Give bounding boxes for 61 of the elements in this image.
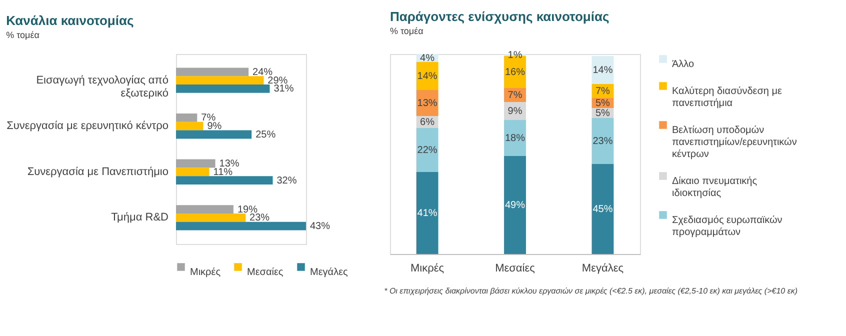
data-label: 4% [420, 53, 435, 64]
bar [176, 84, 270, 93]
y-tick-label: Συνεργασία με ερευνητικό κέντρο [6, 120, 168, 132]
data-label: 25% [256, 130, 276, 140]
data-label: 7% [508, 90, 522, 101]
text: Κανάλια καινοτομίας [6, 13, 134, 28]
data-label: 43% [310, 221, 330, 232]
data-label: 13% [219, 158, 240, 170]
chart-subtitle: % τομέα [390, 26, 424, 36]
bar [416, 172, 438, 254]
y-tick-label: Συνεργασία με Πανεπιστήμιο [27, 166, 168, 178]
bar [176, 159, 216, 168]
x-tick-label: Μικρές [410, 262, 444, 274]
bar [176, 68, 249, 76]
bar [176, 76, 264, 85]
text: % τομέα [6, 30, 40, 40]
data-label: 31% [274, 84, 294, 95]
data-label: 16% [504, 67, 526, 78]
bar [176, 168, 210, 176]
data-label: 6% [420, 117, 435, 128]
bar [176, 130, 252, 139]
data-label: 7% [595, 86, 610, 97]
bar [176, 222, 306, 230]
bar [176, 205, 234, 214]
data-label: 32% [276, 175, 297, 186]
y-tick-label: Τμήμα R&D [111, 212, 169, 224]
data-label: 23% [592, 136, 613, 147]
bar [176, 114, 198, 122]
text: * Οι επιχειρήσεις διακρίνονται βάσει κύκλου εργασιών σε μικρές (<€2.5 εκ), μεσαίες (€2,5-10 εκ) και μεγάλες (>€10 εκ) [384, 286, 798, 296]
data-label: 18% [504, 133, 526, 144]
data-label: 14% [592, 65, 613, 76]
data-label: 5% [595, 98, 610, 109]
bar [416, 128, 438, 172]
data-label: 23% [250, 212, 270, 224]
data-label: 41% [417, 208, 438, 219]
bar [176, 213, 246, 222]
legend-label: Άλλο [672, 59, 695, 70]
bar [176, 176, 273, 184]
legend-label: Καλύτερη διασύνδεση με πανεπιστήμια [672, 86, 783, 109]
legend-label: Βελτίωση υποδομών πανεπιστημίων/ερευνητικών κέντρων [672, 125, 797, 160]
data-label: 45% [592, 204, 613, 215]
legend-label: Σχεδιασμός ευρωπαϊκών προγραμμάτων [672, 215, 782, 238]
data-label: 13% [417, 98, 438, 109]
data-label: 14% [417, 71, 438, 82]
data-label: 9% [508, 106, 522, 117]
bar [504, 120, 526, 156]
y-tick-label: Εισαγωγή τεχνολογίας από εξωτερικό [36, 74, 168, 100]
data-label: 49% [504, 200, 526, 211]
x-tick-label: Μεγάλες [582, 262, 624, 274]
bar [592, 164, 614, 254]
chart-title: Παράγοντες ενίσχυσης καινοτομίας [390, 9, 610, 24]
data-label: 22% [417, 145, 438, 156]
bar [176, 122, 204, 130]
data-label: 11% [213, 166, 233, 178]
data-label: 9% [207, 121, 222, 132]
data-label: 5% [595, 108, 610, 119]
bar [504, 156, 526, 254]
x-tick-label: Μεσαίες [495, 262, 535, 274]
data-label: 24% [252, 66, 273, 78]
bar [592, 118, 614, 164]
legend-label: Δίκαιο πνευματικής ιδιοκτησίας [672, 176, 758, 199]
